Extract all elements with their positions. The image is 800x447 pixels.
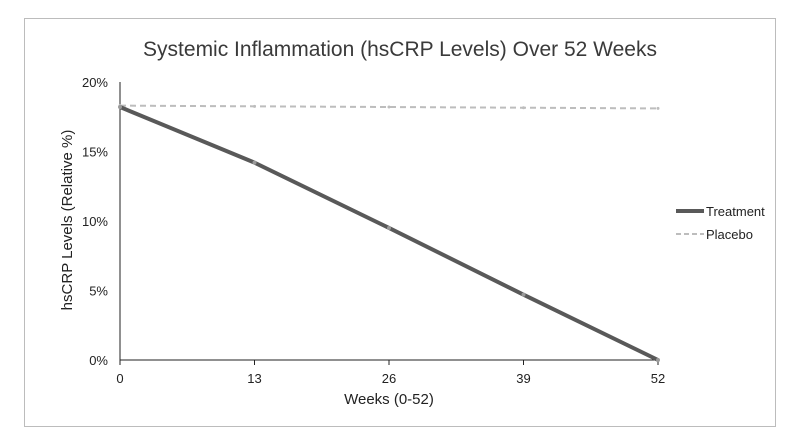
y-tick-label: 5% [89, 284, 108, 299]
x-tick-label: 26 [382, 371, 396, 386]
placebo-point [387, 105, 391, 109]
y-tick-label: 20% [82, 75, 108, 90]
placebo-legend-label: Placebo [706, 227, 753, 242]
treatment-point [252, 160, 257, 165]
legend: Treatment Placebo [676, 204, 765, 242]
treatment-line [119, 105, 659, 362]
treatment-point [387, 225, 391, 230]
axes [119, 82, 658, 361]
x-axis-title: Weeks (0-52) [344, 391, 434, 408]
chart-title: Systemic Inflammation (hsCRP Levels) Ove… [143, 38, 657, 61]
y-tick-label: 10% [82, 214, 108, 229]
treatment-point [118, 105, 122, 110]
series-group [118, 104, 660, 362]
placebo-point [253, 104, 256, 108]
x-tick-label: 0 [116, 371, 123, 386]
treatment-point [656, 358, 660, 362]
treatment-point [521, 292, 526, 297]
x-tick-label: 13 [247, 371, 261, 386]
placebo-point [656, 106, 660, 110]
x-tick-label: 52 [651, 371, 665, 386]
y-tick-label: 15% [82, 145, 108, 160]
x-tick-label: 39 [516, 371, 530, 386]
y-axis-title: hsCRP Levels (Relative %) [59, 130, 76, 311]
placebo-point [522, 106, 525, 110]
y-tick-label: 0% [89, 353, 108, 368]
x-axis-ticks: 0 13 26 39 52 [116, 360, 665, 386]
chart-frame [24, 18, 776, 427]
treatment-legend-label: Treatment [706, 204, 765, 219]
y-axis-ticks: 0% 5% 10% 15% 20% [82, 75, 108, 368]
